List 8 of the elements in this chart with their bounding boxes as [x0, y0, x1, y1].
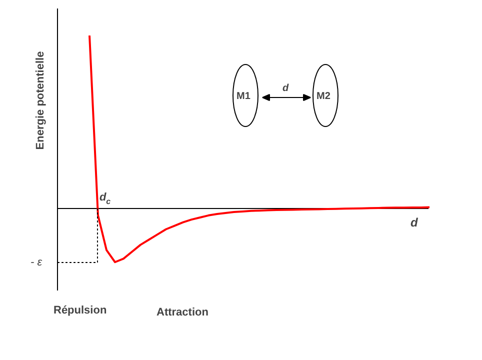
text: - ε	[30, 256, 42, 268]
x-axis-title: d	[410, 216, 418, 230]
annotation: d	[282, 83, 290, 94]
annotation: M2	[316, 91, 331, 102]
y-axis-title: Energie potentielle	[34, 51, 46, 150]
text: Répulsion	[54, 304, 107, 316]
annotation: M1	[236, 91, 251, 102]
text: Attraction	[156, 306, 209, 318]
